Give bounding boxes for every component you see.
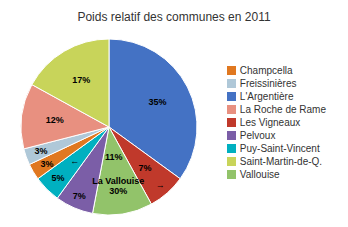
html-text:La Roche de Rame: La Roche de Rame <box>239 103 326 115</box>
html-text:Pelvoux: Pelvoux <box>239 129 276 141</box>
html-text:Vallouise: Vallouise <box>239 168 280 180</box>
svg-text:7%: 7% <box>139 163 152 173</box>
html-text:Saint-Martin-de-Q.: Saint-Martin-de-Q. <box>239 155 323 167</box>
svg-text:→: → <box>156 180 165 190</box>
html-text:Les Vigneaux: Les Vigneaux <box>239 116 301 128</box>
svg-text:3%: 3% <box>35 146 48 156</box>
html-text:L'Argentière: L'Argentière <box>239 90 294 102</box>
svg-text:5%: 5% <box>51 173 64 183</box>
svg-text:11%: 11% <box>105 152 123 162</box>
html-text:Champcella: Champcella <box>239 64 293 76</box>
html-text:Puy-Saint-Vincent: Puy-Saint-Vincent <box>239 142 320 154</box>
svg-text:7%: 7% <box>73 191 86 201</box>
html-text:Poids relatif des communes en: Poids relatif des communes en 2011 <box>77 10 271 24</box>
svg-text:La Vallouise30%: La Vallouise30% <box>92 176 144 196</box>
svg-text:17%: 17% <box>72 75 90 85</box>
svg-text:35%: 35% <box>149 97 167 107</box>
svg-text:3%: 3% <box>40 159 53 169</box>
svg-text:←: ← <box>70 156 79 166</box>
html-text:Freissinières: Freissinières <box>239 77 297 89</box>
svg-text:12%: 12% <box>46 115 64 125</box>
